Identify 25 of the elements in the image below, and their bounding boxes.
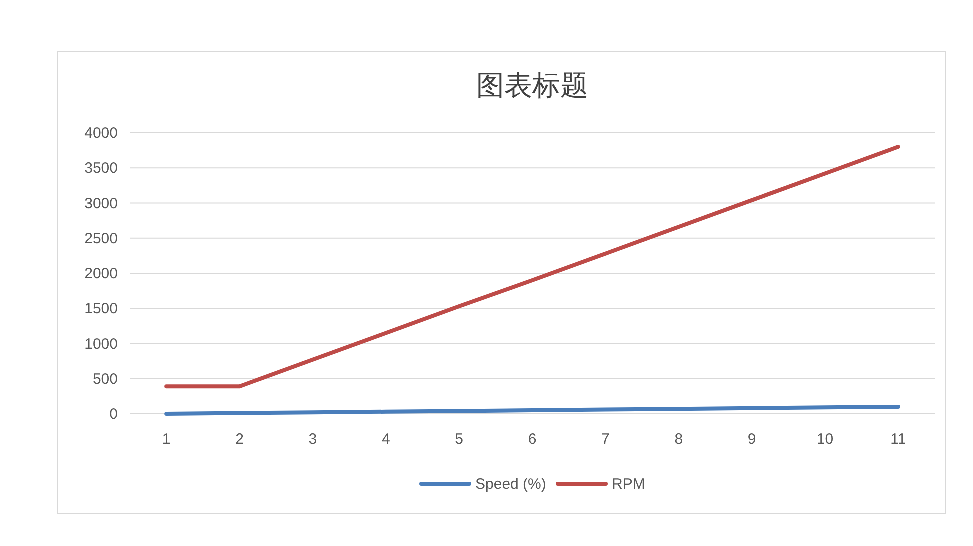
y-tick-label: 3500 [84,160,118,178]
legend-label: RPM [612,476,646,493]
y-tick-label: 1500 [84,300,118,318]
x-tick-label: 9 [748,431,756,448]
x-tick-label: 2 [236,431,244,448]
x-tick-label: 7 [602,431,610,448]
y-tick-label: 1000 [84,336,118,353]
y-tick-label: 2000 [84,266,118,282]
y-tick-label: 500 [92,370,118,388]
x-tick-label: 8 [674,431,684,448]
legend-label: Speed (%) [476,476,546,493]
y-tick-label: 3000 [84,195,118,212]
y-tick-label: 2500 [84,230,118,248]
x-tick-label: 4 [382,431,390,448]
x-tick-label: 10 [816,431,834,448]
y-tick-label: 4000 [84,125,118,142]
x-tick-label: 11 [890,431,906,448]
chart-title: 图表标题 [476,70,588,101]
y-tick-label: 0 [110,406,118,423]
x-tick-label: 6 [528,431,537,448]
line-series [164,145,900,389]
x-tick-label: 1 [162,431,171,448]
line-series [164,404,900,416]
x-tick-label: 5 [455,431,464,448]
x-tick-label: 3 [308,431,318,448]
